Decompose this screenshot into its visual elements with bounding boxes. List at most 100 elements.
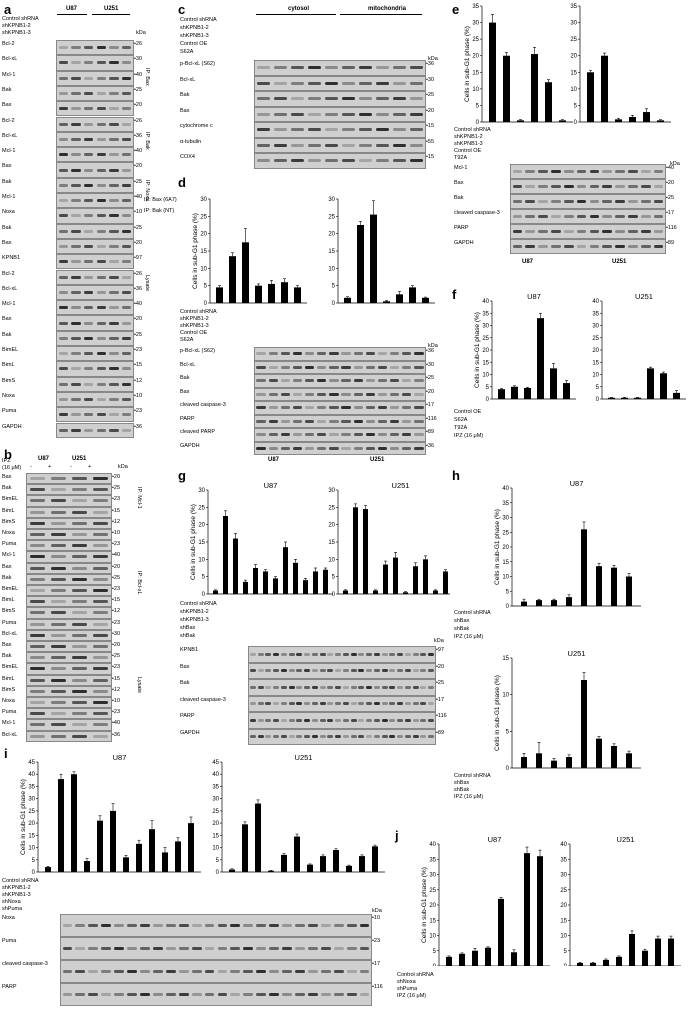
blot-band [217, 993, 228, 996]
kda-marker: •10 [134, 209, 143, 216]
kda-marker: •25 [134, 86, 143, 93]
blot-band [353, 392, 363, 396]
kda-marker: •25 [134, 224, 143, 231]
blot-band [121, 275, 132, 279]
blot-band [230, 993, 241, 996]
panel-e: 0 5 10 15 20 25 30 35 Cells in sub-G1 phase (%) 0… [452, 0, 688, 285]
sign: - [70, 464, 72, 470]
condition-label: shKPNB1-2 [2, 885, 31, 891]
blot-band [71, 214, 81, 218]
kda-marker: •20 [134, 102, 143, 109]
blot-band [390, 392, 400, 396]
y-tick-label: 20 [502, 545, 509, 551]
bar [511, 386, 518, 399]
condition-label: T92A [454, 155, 468, 161]
blot-strip [510, 179, 666, 194]
blot-band [525, 215, 536, 218]
blot-band [325, 159, 338, 163]
bar [359, 856, 365, 872]
blot-band [58, 428, 69, 432]
blot-band [358, 669, 365, 673]
panel-label-h: h [452, 468, 460, 483]
blot-band [377, 352, 388, 356]
blot-band [109, 290, 119, 294]
blot-band [342, 718, 349, 722]
blot-band [83, 168, 94, 172]
blot-band [268, 433, 278, 437]
blot-band [410, 159, 423, 163]
kda-marker: •20 [426, 388, 435, 395]
kda-label: kDa [428, 56, 438, 62]
blot-band [381, 718, 388, 722]
y-tick-label: 40 [502, 486, 509, 492]
blot-band [71, 428, 81, 432]
blot-band [404, 669, 411, 673]
blot-row-label: cytochrome c [180, 123, 213, 129]
kda-marker: •40 [112, 552, 121, 559]
bar [307, 864, 313, 872]
y-tick-label: 10 [560, 934, 567, 940]
blot-band [265, 702, 272, 706]
blot-band [341, 433, 351, 437]
kda-marker: •12 [134, 377, 143, 384]
cell-label-u87: U87 [522, 259, 534, 265]
blot-row-label: PARP [2, 984, 17, 990]
y-tick-label: 15 [328, 249, 335, 255]
blot-band [317, 379, 327, 383]
blot-strip [56, 346, 134, 362]
blot-band [109, 46, 119, 50]
blot-strip [26, 730, 112, 742]
blot-band [333, 947, 344, 950]
blot-band [268, 365, 278, 369]
blot-band [92, 555, 109, 559]
blot-strip [26, 585, 112, 597]
blot-row-label: Mcl-1 [454, 165, 468, 171]
condition-label: shBak [454, 787, 470, 793]
blot-band [269, 947, 280, 950]
blot-band [204, 947, 215, 950]
blot-band [257, 735, 264, 739]
blot-band [121, 336, 132, 340]
group-label: Lysate [144, 275, 150, 292]
blot-band [305, 365, 315, 369]
blot-band [304, 735, 311, 739]
blot-band [96, 413, 107, 417]
blot-band [390, 379, 400, 383]
y-tick-label: 35 [560, 857, 567, 863]
blot-band [412, 702, 419, 706]
blot-band [58, 398, 69, 402]
blot-band [191, 924, 202, 927]
blot-band [640, 200, 651, 203]
blot-band [377, 406, 388, 410]
y-tick-label: 25 [328, 505, 335, 511]
blot-band [402, 419, 412, 423]
blot-band [92, 521, 109, 525]
blot-band [75, 924, 86, 927]
blot-band [29, 734, 46, 738]
blot-band [353, 446, 363, 450]
blot-band [71, 306, 81, 310]
y-tick-label: 30 [570, 21, 577, 27]
kda-marker: •17 [372, 961, 381, 967]
kda-marker: •20 [134, 163, 143, 170]
kda-marker: •10 [134, 392, 143, 399]
panel-label-i: i [4, 746, 8, 761]
condition-label: S62A [180, 49, 194, 55]
blot-row-label: Bax [2, 239, 12, 246]
bar [660, 373, 667, 399]
blot-band [292, 419, 303, 423]
blot-strip [510, 239, 666, 254]
blot-band [628, 245, 638, 248]
condition-label: Control OE [180, 330, 208, 336]
blot-strip [26, 629, 112, 641]
blot-band [365, 419, 375, 423]
condition-label: shBax [454, 618, 470, 624]
bar [629, 933, 635, 966]
blot-band [358, 652, 365, 656]
bar [383, 564, 388, 594]
y-tick-label: 0 [596, 397, 600, 403]
blot-band [376, 81, 389, 85]
kda-label: kDa [136, 30, 146, 36]
blot-band [602, 245, 613, 248]
blot-row-label: cleaved caspase-3 [180, 696, 226, 703]
